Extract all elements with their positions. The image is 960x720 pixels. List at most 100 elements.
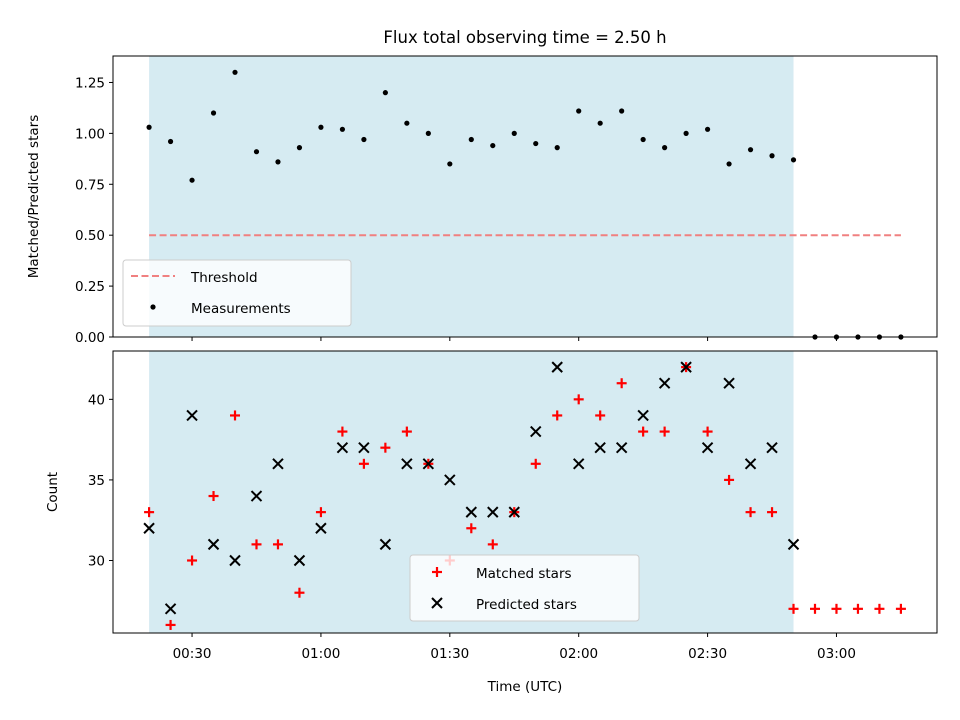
measurement-point <box>447 161 453 167</box>
measurement-point <box>490 142 496 149</box>
measurement-point <box>511 130 517 136</box>
matched-star-point <box>294 587 305 598</box>
measurements-points <box>146 69 904 340</box>
measurement-point <box>747 147 754 153</box>
measurement-point <box>339 126 346 132</box>
bottom-ytick-label: 35 <box>88 473 105 489</box>
matched-star-point <box>552 410 563 421</box>
matched-star-point <box>659 426 670 437</box>
bottom-legend-box <box>409 554 640 622</box>
legend-predicted-label: Predicted stars <box>476 597 577 613</box>
bottom-panel: 30 35 40 00:30 01:00 01:30 02:00 02:30 03:00 Co… <box>45 350 938 695</box>
predicted-star-point <box>508 506 520 518</box>
measurement-point <box>361 136 367 143</box>
bottom-y-axis-ticks: 30 35 40 <box>88 392 113 569</box>
top-legend: Threshold Measurements <box>122 259 352 327</box>
matched-star-point <box>724 474 735 485</box>
predicted-star-point <box>422 458 435 470</box>
legend-threshold-label: Threshold <box>190 270 258 286</box>
predicted-star-point <box>250 490 263 502</box>
x-axis-label: Time (UTC) <box>487 679 563 695</box>
matched-star-point <box>251 539 262 550</box>
matched-star-point <box>272 539 283 550</box>
xtick-label: 01:00 <box>301 646 340 662</box>
measurement-point <box>576 108 582 114</box>
matched-star-point <box>745 507 756 518</box>
top-panel: 0.00 0.25 0.50 0.75 1.00 1.25 Matched/Predict… <box>26 55 938 346</box>
matched-star-point <box>401 426 412 437</box>
predicted-star-point <box>401 458 413 470</box>
matched-star-point <box>616 378 627 389</box>
measurement-point <box>189 177 195 183</box>
measurement-point <box>404 120 410 126</box>
legend-measurements-label: Measurements <box>191 301 291 317</box>
predicted-star-point <box>723 377 735 389</box>
predicted-star-point <box>358 441 370 454</box>
matched-star-point <box>230 410 241 421</box>
measurement-point <box>533 140 539 147</box>
legend-matched-label: Matched stars <box>476 566 572 582</box>
xtick-label: 02:30 <box>688 646 727 662</box>
matched-star-point <box>809 603 820 614</box>
predicted-star-point <box>594 441 606 454</box>
matched-star-point <box>573 394 584 405</box>
predicted-star-point <box>530 425 542 438</box>
measurement-point <box>318 124 324 130</box>
measurement-point <box>790 157 797 163</box>
predicted-star-point <box>615 441 628 454</box>
xtick-label: 00:30 <box>173 646 212 662</box>
matched-star-point <box>466 523 477 534</box>
predicted-star-point <box>465 506 478 518</box>
measurement-point <box>296 145 303 151</box>
top-ytick-label: 0.25 <box>75 279 105 295</box>
measurement-point <box>275 159 281 165</box>
measurement-point <box>619 108 625 114</box>
star-count-points <box>143 361 906 630</box>
measurement-point <box>683 130 689 136</box>
predicted-star-point <box>680 361 692 373</box>
matched-star-point <box>852 603 863 614</box>
measurement-point <box>146 124 152 130</box>
matched-star-point <box>487 539 498 550</box>
predicted-star-point <box>572 458 585 470</box>
legend-matched-swatch <box>432 567 442 577</box>
matched-star-point <box>595 410 606 421</box>
top-ytick-label: 1.25 <box>75 75 105 91</box>
measurement-point <box>726 161 732 167</box>
measurement-point <box>640 136 646 143</box>
xtick-label: 03:00 <box>817 646 856 662</box>
matched-star-point <box>767 507 778 518</box>
measurement-point <box>662 145 668 151</box>
predicted-star-point <box>379 538 392 551</box>
measurement-point <box>769 153 775 159</box>
top-legend-box <box>122 259 352 327</box>
matched-star-point <box>788 603 799 614</box>
predicted-star-point <box>315 522 327 534</box>
predicted-star-point <box>744 458 757 470</box>
predicted-star-point <box>551 361 563 373</box>
xtick-label: 02:00 <box>559 646 598 662</box>
top-ytick-label: 0.75 <box>75 177 105 193</box>
predicted-star-point <box>293 554 306 567</box>
predicted-star-point <box>229 554 241 567</box>
matched-star-point <box>315 507 326 518</box>
measurement-point <box>232 69 238 75</box>
top-ytick-label: 0.00 <box>75 330 105 346</box>
bottom-ytick-label: 40 <box>88 392 105 408</box>
matched-star-point <box>895 603 906 614</box>
top-ytick-label: 0.50 <box>75 228 105 244</box>
matched-star-point <box>380 442 391 453</box>
predicted-star-point <box>143 522 155 534</box>
matched-star-point <box>208 491 219 502</box>
measurement-point <box>425 130 431 136</box>
measurement-point <box>253 149 260 155</box>
top-x-axis-ticks <box>191 337 837 341</box>
predicted-star-point <box>164 603 177 615</box>
matched-star-point <box>702 426 713 437</box>
bottom-x-axis-ticks: 00:30 01:00 01:30 02:00 02:30 03:00 <box>173 633 856 662</box>
measurement-point <box>554 145 560 151</box>
predicted-star-point <box>701 441 714 454</box>
chart-title: Flux total observing time = 2.50 h <box>383 28 666 47</box>
top-y-axis-ticks: 0.00 0.25 0.50 0.75 1.00 1.25 <box>75 75 113 346</box>
